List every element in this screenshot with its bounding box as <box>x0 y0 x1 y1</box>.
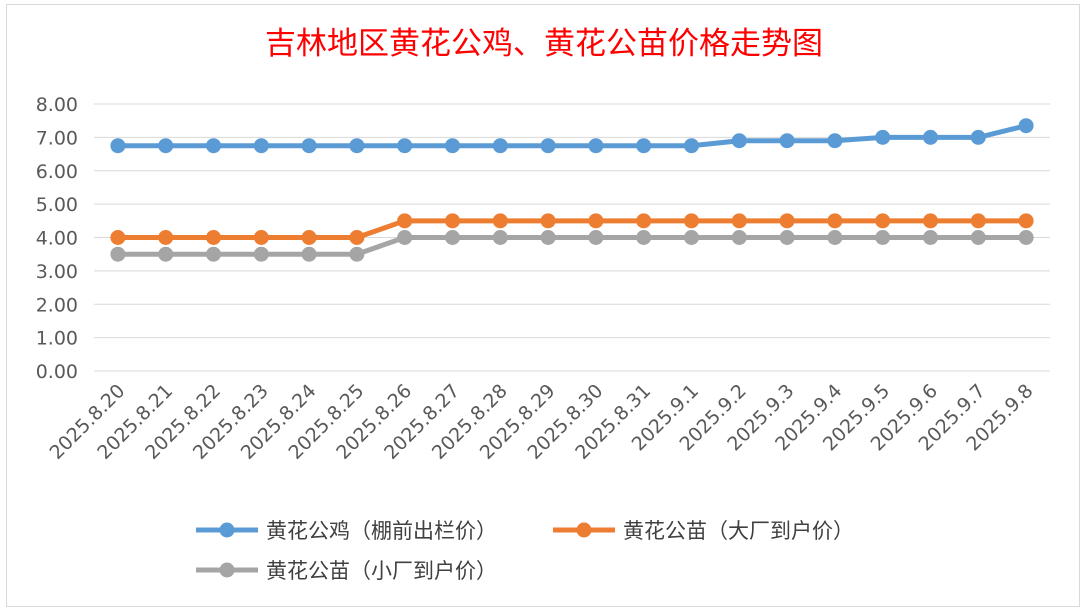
data-point <box>158 246 174 262</box>
y-tick-label: 3.00 <box>36 261 78 283</box>
data-point <box>445 230 460 245</box>
legend-item: 黄花公苗（小厂到户价） <box>196 559 497 583</box>
y-tick-label: 4.00 <box>36 228 78 250</box>
data-point <box>779 213 795 229</box>
data-point <box>684 213 699 229</box>
data-point <box>970 213 986 229</box>
data-point <box>827 230 843 245</box>
data-point <box>540 213 556 229</box>
x-axis-ticks: 2025.8.202025.8.212025.8.222025.8.232025… <box>45 380 1037 464</box>
data-point <box>206 246 221 262</box>
gridlines <box>94 103 1050 372</box>
data-point <box>588 230 604 245</box>
data-point <box>540 230 556 245</box>
data-point <box>253 138 269 154</box>
data-point <box>827 213 843 229</box>
data-point <box>875 230 891 245</box>
data-point <box>445 213 460 229</box>
y-tick-label: 1.00 <box>36 328 78 350</box>
data-point <box>301 246 317 262</box>
series-group <box>110 118 1034 262</box>
legend-swatch-marker <box>576 522 592 538</box>
legend-label: 黄花公鸡（棚前出栏价） <box>266 519 497 543</box>
y-tick-label: 0.00 <box>36 361 78 383</box>
data-point <box>492 138 508 154</box>
y-tick-label: 8.00 <box>36 94 78 116</box>
legend-item: 黄花公鸡（棚前出栏价） <box>196 519 497 543</box>
data-point <box>349 138 365 154</box>
y-axis-ticks: 0.00 1.00 2.00 3.00 4.00 5.00 6.00 7.00 8.00 <box>36 94 78 383</box>
chart-title: 吉林地区黄花公鸡、黄花公苗价格走势图 <box>265 26 823 62</box>
data-point <box>731 230 747 245</box>
series-line <box>117 123 1027 149</box>
data-point <box>923 129 938 145</box>
data-point <box>301 138 317 154</box>
data-point <box>923 230 938 245</box>
legend-label: 黄花公苗（小厂到户价） <box>266 559 497 583</box>
legend-swatch-marker <box>219 522 235 538</box>
data-point <box>875 129 891 145</box>
data-point <box>731 133 747 149</box>
data-point <box>588 138 604 154</box>
data-point <box>492 213 508 229</box>
data-point <box>827 133 843 149</box>
data-point <box>206 230 221 245</box>
legend-item: 黄花公苗（大厂到户价） <box>553 519 854 543</box>
data-point <box>1018 118 1034 134</box>
data-point <box>923 213 938 229</box>
data-point <box>636 230 652 245</box>
series-3 <box>110 230 1034 262</box>
data-point <box>397 138 413 154</box>
data-point <box>540 138 556 154</box>
data-point <box>253 246 269 262</box>
data-point <box>731 213 747 229</box>
data-point <box>636 138 652 154</box>
data-point <box>253 230 269 245</box>
data-point <box>970 129 986 145</box>
data-point <box>349 246 365 262</box>
data-point <box>301 230 317 245</box>
data-point <box>158 138 174 154</box>
data-point <box>875 213 891 229</box>
legend-label: 黄花公苗（大厂到户价） <box>623 519 854 543</box>
data-point <box>1018 230 1034 245</box>
data-point <box>110 246 126 262</box>
data-point <box>1018 213 1034 229</box>
data-point <box>970 230 986 245</box>
y-tick-label: 5.00 <box>36 194 78 216</box>
legend-swatch-marker <box>219 562 235 578</box>
data-point <box>110 138 126 154</box>
y-tick-label: 2.00 <box>36 294 78 316</box>
y-tick-label: 6.00 <box>36 161 78 183</box>
series-1 <box>110 118 1034 154</box>
series-2 <box>110 213 1034 245</box>
data-point <box>397 230 413 245</box>
data-point <box>158 230 174 245</box>
data-point <box>397 213 413 229</box>
data-point <box>779 230 795 245</box>
data-point <box>684 230 699 245</box>
data-point <box>588 213 604 229</box>
data-point <box>779 133 795 149</box>
data-point <box>636 213 652 229</box>
y-tick-label: 7.00 <box>36 127 78 149</box>
data-point <box>206 138 221 154</box>
data-point <box>445 138 460 154</box>
data-point <box>110 230 126 245</box>
legend: 黄花公鸡（棚前出栏价） 黄花公苗（大厂到户价） 黄花公苗（小厂到户价） <box>196 519 854 583</box>
series-line <box>117 235 1027 257</box>
series-line <box>117 218 1027 240</box>
data-point <box>349 230 365 245</box>
data-point <box>492 230 508 245</box>
data-point <box>684 138 699 154</box>
